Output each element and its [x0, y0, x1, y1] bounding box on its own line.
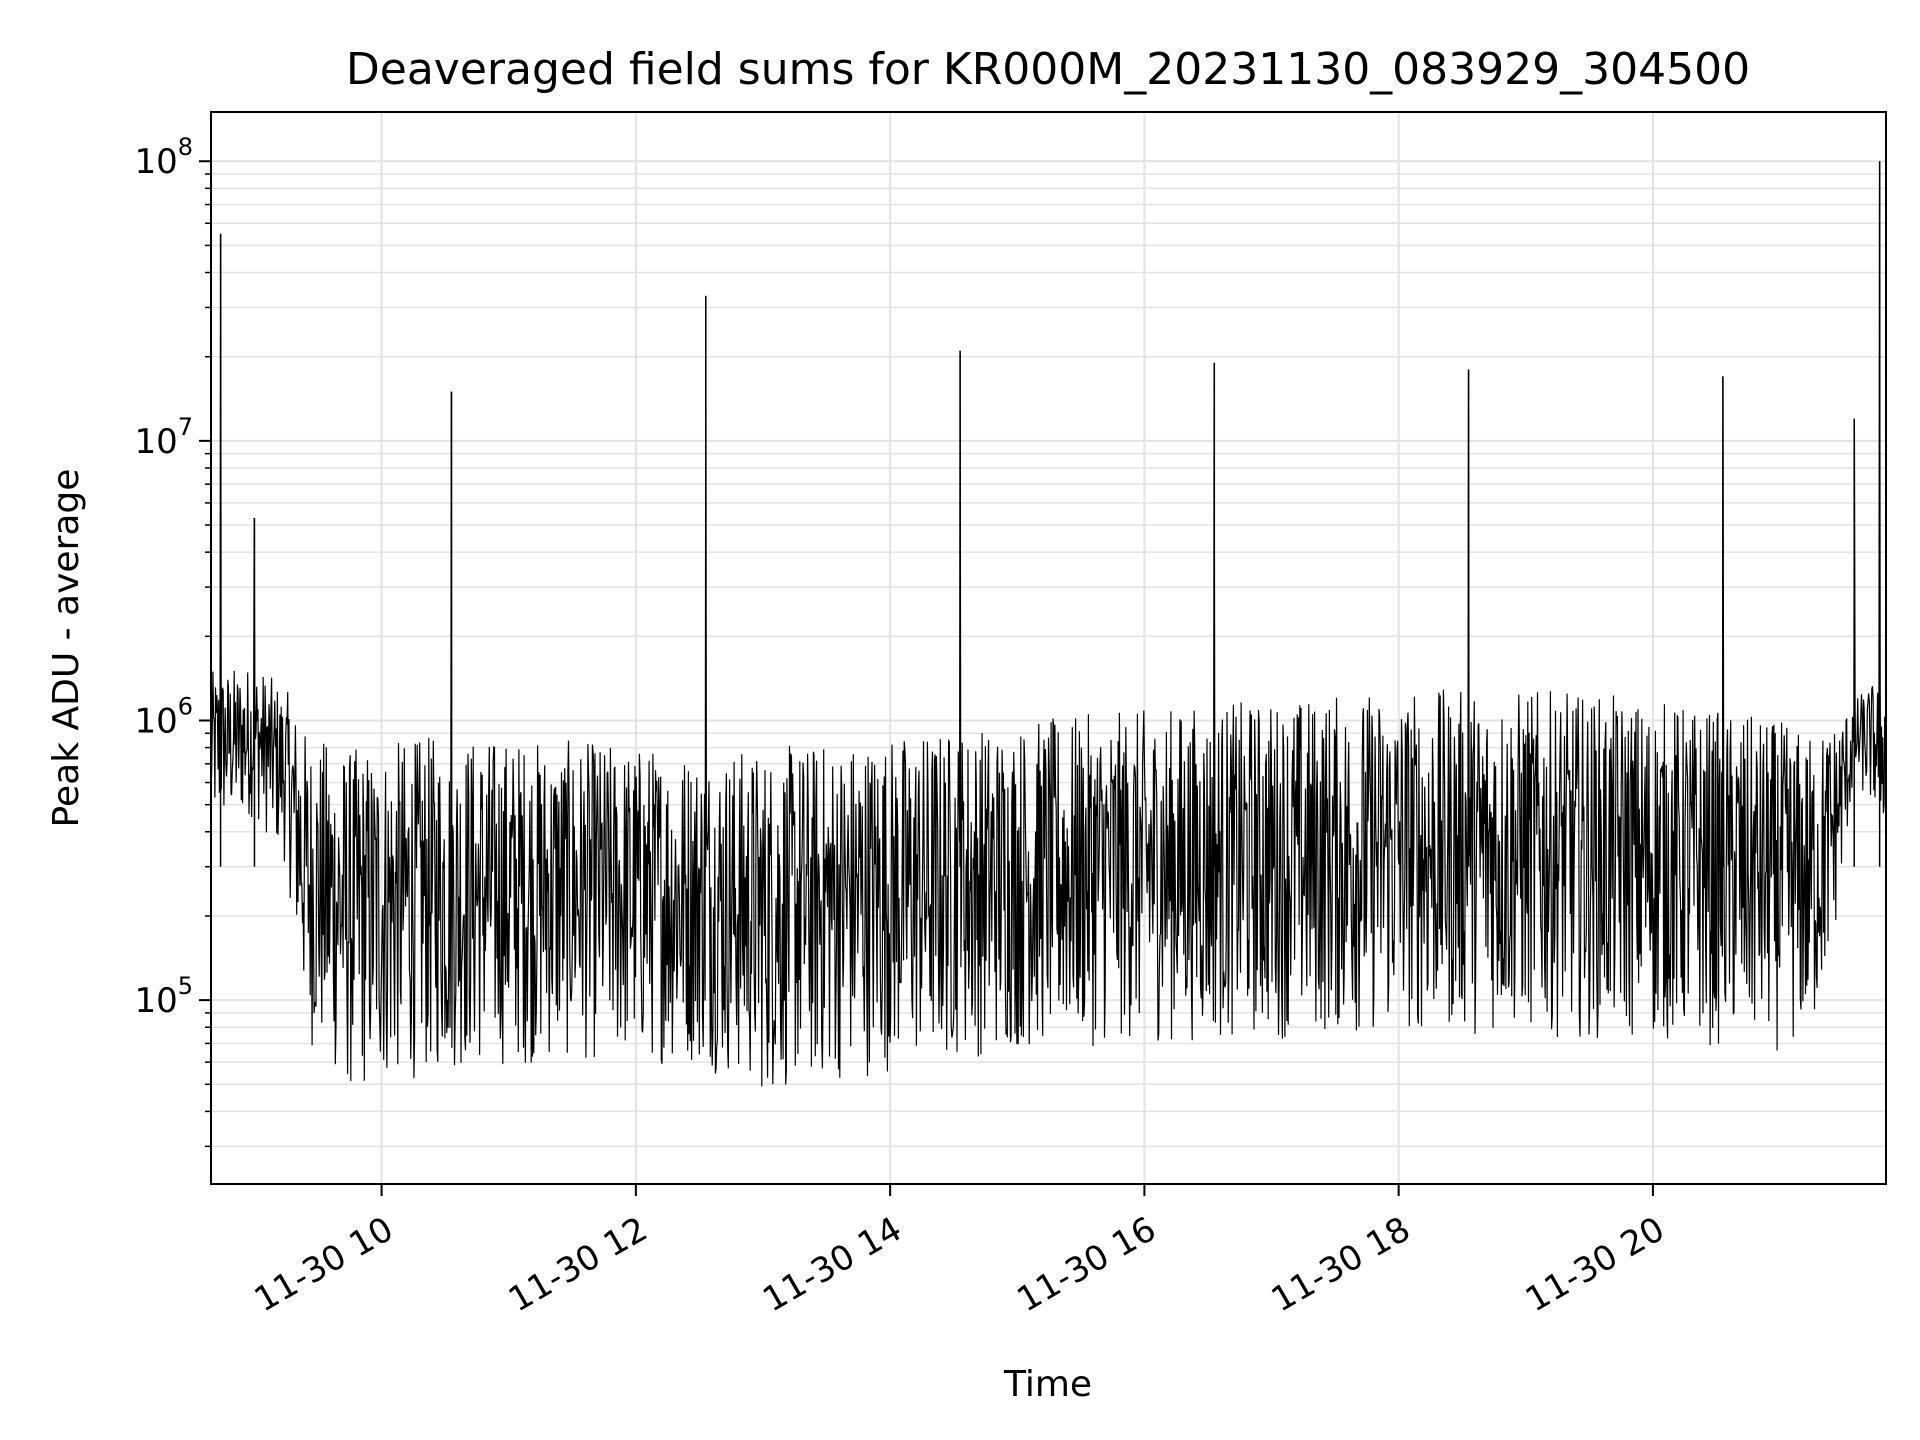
- x-tick-label: 11-30 12: [502, 1209, 654, 1320]
- axis-ticks: 105 106 107 108 11-30 10 11-30 12 11-30 14 11-3…: [134, 133, 1671, 1320]
- grid: [211, 112, 1886, 1184]
- axes-frame: [210, 111, 1887, 1185]
- x-tick-label: 11-30 18: [1265, 1209, 1417, 1320]
- y-axis-label: Peak ADU - average: [46, 469, 87, 828]
- x-tick-label: 11-30 16: [1011, 1209, 1163, 1320]
- y-tick-label: 108: [134, 133, 193, 182]
- chart-title: Deaveraged field sums for KR000M_2023113…: [346, 44, 1750, 95]
- x-axis-label: Time: [1003, 1364, 1092, 1405]
- series-line: [210, 161, 1887, 1087]
- y-tick-label: 107: [134, 413, 193, 462]
- x-tick-label: 11-30 10: [248, 1209, 400, 1320]
- y-tick-label: 105: [134, 972, 193, 1021]
- x-tick-label: 11-30 14: [756, 1209, 908, 1320]
- series-path: [210, 161, 1887, 1087]
- x-tick-label: 11-30 20: [1519, 1209, 1671, 1320]
- y-tick-label: 106: [134, 692, 193, 741]
